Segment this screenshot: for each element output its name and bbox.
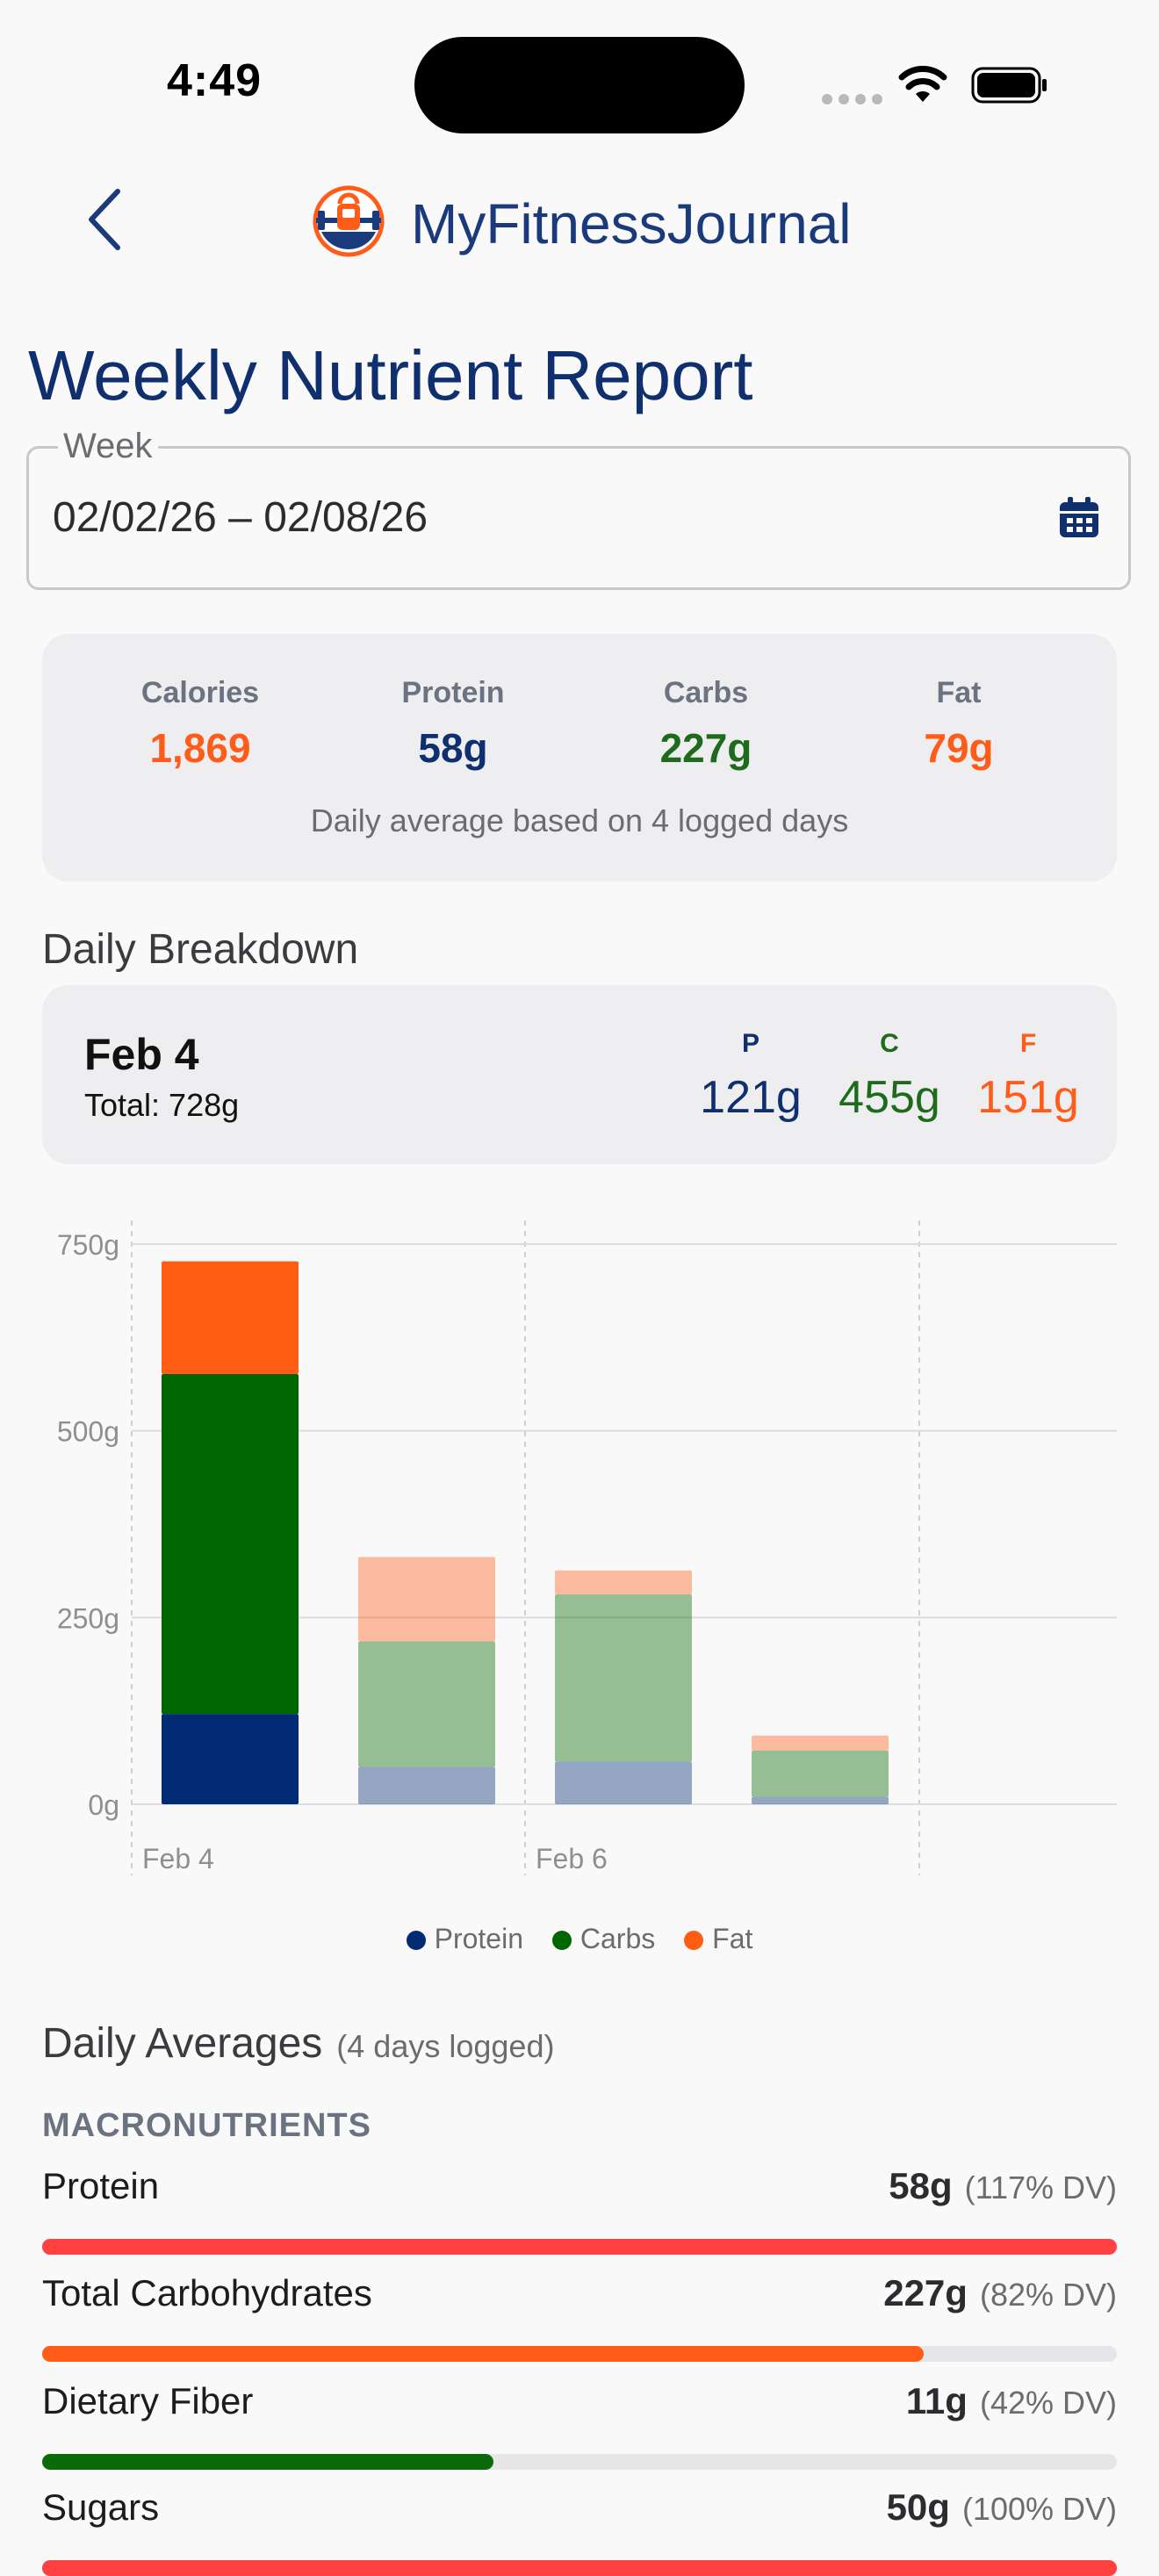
- chart-legend: Protein Carbs Fat: [0, 1923, 1159, 1955]
- nutrient-progress-track: [42, 2454, 1117, 2470]
- summary-value: 58g: [418, 725, 488, 771]
- x-tick-label: Feb 6: [536, 1843, 608, 1874]
- dynamic-island: [414, 37, 745, 133]
- week-picker-field[interactable]: [26, 446, 1131, 590]
- status-time: 4:49: [167, 55, 263, 106]
- nutrient-value: 227g (82% DV): [883, 2272, 1117, 2314]
- week-field-value[interactable]: 02/02/26 – 02/08/26: [53, 494, 428, 541]
- nutrient-dv: (117% DV): [964, 2169, 1117, 2205]
- bar-fat-feb-7: [752, 1735, 889, 1751]
- legend-dot: [684, 1931, 704, 1950]
- app-name: MyFitnessJournal: [411, 192, 852, 255]
- daily-averages-heading: Daily Averages (4 days logged): [42, 2019, 554, 2068]
- daily-breakdown-heading: Daily Breakdown: [42, 926, 359, 973]
- nutrient-progress-track: [42, 2346, 1117, 2362]
- page-title: Weekly Nutrient Report: [28, 336, 753, 414]
- bar-protein-feb-7: [752, 1796, 889, 1804]
- nutrient-name: Dietary Fiber: [42, 2380, 254, 2421]
- macro-letter: C: [880, 1029, 899, 1058]
- daily-averages-subtitle: (4 days logged): [336, 2028, 555, 2064]
- selected-day-protein: P 121g: [685, 1029, 817, 1124]
- macro-value: 151g: [977, 1072, 1079, 1123]
- battery-icon: [971, 67, 1047, 104]
- nutrient-amount: 11g: [905, 2380, 968, 2421]
- legend-label: Protein: [434, 1923, 523, 1954]
- summary-label: Fat: [936, 676, 982, 709]
- section-label: MACRONUTRIENTS: [42, 2107, 371, 2144]
- summary-calories: Calories 1,869: [95, 676, 306, 772]
- macro-value: 121g: [700, 1072, 802, 1123]
- nutrient-progress-fill: [42, 2560, 1117, 2576]
- nutrient-dv: (100% DV): [961, 2491, 1117, 2527]
- nutrient-name: Total Carbohydrates: [42, 2272, 372, 2313]
- cellular-signal-icon: [822, 93, 889, 109]
- nutrient-progress-fill: [42, 2239, 1117, 2255]
- weekly-summary-card: [42, 634, 1117, 881]
- nutrient-amount: 50g: [886, 2486, 950, 2528]
- nutrient-dv: (42% DV): [979, 2385, 1117, 2421]
- summary-fat: Fat 79g: [853, 676, 1064, 772]
- y-tick-label: 0g: [88, 1789, 119, 1821]
- nutrient-name: Sugars: [42, 2486, 160, 2528]
- nutrient-amount: 227g: [883, 2272, 968, 2313]
- bar-carbs-feb-6: [555, 1594, 692, 1762]
- legend-dot: [551, 1931, 572, 1950]
- nutrient-progress-track: [42, 2239, 1117, 2255]
- summary-note: Daily average based on 4 logged days: [310, 802, 849, 838]
- bar-carbs-feb-4: [162, 1374, 299, 1715]
- bar-fat-feb-6: [555, 1570, 692, 1594]
- bar-protein-feb-4: [162, 1714, 299, 1804]
- app-logo-icon: [313, 185, 385, 257]
- selected-day-fat: F 151g: [962, 1029, 1094, 1124]
- bar-carbs-feb-5: [358, 1641, 495, 1767]
- y-tick-label: 500g: [57, 1416, 119, 1448]
- selected-day-date: Feb 4: [84, 1030, 199, 1079]
- calendar-icon[interactable]: [1057, 495, 1101, 541]
- y-tick-label: 750g: [57, 1229, 119, 1261]
- legend-item-fat: Fat: [684, 1923, 752, 1955]
- bar-protein-feb-5: [358, 1767, 495, 1804]
- summary-label: Calories: [140, 676, 260, 709]
- back-chevron-icon[interactable]: [81, 184, 130, 255]
- wifi-icon: [898, 66, 947, 102]
- selected-day-carbs: C 455g: [824, 1029, 955, 1124]
- y-tick-label: 250g: [57, 1602, 119, 1634]
- nutrient-value: 11g (42% DV): [906, 2380, 1117, 2422]
- x-tick-label: Feb 4: [142, 1843, 214, 1874]
- legend-dot: [406, 1931, 426, 1950]
- nutrient-amount: 58g: [889, 2165, 953, 2206]
- daily-averages-title: Daily Averages: [42, 2020, 323, 2067]
- legend-item-carbs: Carbs: [551, 1923, 656, 1955]
- macro-value: 455g: [839, 1072, 940, 1123]
- legend-item-protein: Protein: [406, 1923, 523, 1955]
- week-field-label: Week: [58, 427, 158, 466]
- macro-letter: F: [1019, 1029, 1037, 1058]
- bar-fat-feb-5: [358, 1557, 495, 1642]
- nutrient-progress-track: [42, 2560, 1117, 2576]
- macro-letter: P: [741, 1029, 759, 1058]
- bar-carbs-feb-7: [752, 1750, 889, 1797]
- legend-label: Carbs: [580, 1923, 656, 1954]
- nutrient-dv: (82% DV): [979, 2277, 1117, 2313]
- nutrient-value: 50g (100% DV): [887, 2486, 1117, 2529]
- summary-value: 227g: [659, 725, 752, 771]
- summary-protein: Protein 58g: [348, 676, 558, 772]
- nutrient-progress-fill: [42, 2454, 494, 2470]
- summary-label: Protein: [401, 676, 505, 709]
- summary-carbs: Carbs 227g: [601, 676, 811, 772]
- summary-label: Carbs: [663, 676, 749, 709]
- nutrient-name: Protein: [42, 2165, 160, 2206]
- nutrient-progress-fill: [42, 2346, 924, 2362]
- bar-fat-feb-4: [162, 1261, 299, 1375]
- bar-protein-feb-6: [555, 1761, 692, 1804]
- daily-macros-chart[interactable]: 0g 250g 500g 750g Feb 4 Feb 6: [0, 1212, 1159, 1914]
- selected-day-card: [42, 985, 1117, 1164]
- summary-value: 79g: [924, 725, 994, 771]
- selected-day-total: Total: 728g: [84, 1087, 240, 1123]
- legend-label: Fat: [712, 1923, 753, 1954]
- nutrient-value: 58g (117% DV): [889, 2165, 1117, 2207]
- summary-value: 1,869: [149, 725, 251, 771]
